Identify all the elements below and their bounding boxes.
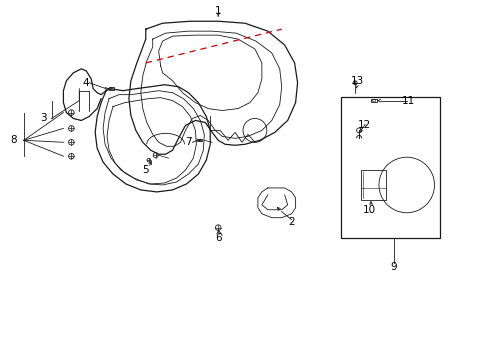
Text: 13: 13 <box>350 76 363 86</box>
Text: 4: 4 <box>83 78 89 88</box>
Text: 1: 1 <box>214 6 221 16</box>
Bar <box>370 99 376 102</box>
Text: 12: 12 <box>357 121 370 130</box>
Text: 2: 2 <box>288 217 294 227</box>
Text: 5: 5 <box>142 165 149 175</box>
Text: 8: 8 <box>10 135 17 145</box>
Bar <box>198 139 202 141</box>
Bar <box>341 96 440 238</box>
Text: 9: 9 <box>390 262 396 272</box>
Text: 11: 11 <box>401 96 414 105</box>
Bar <box>108 87 113 90</box>
Text: 7: 7 <box>185 137 191 147</box>
Text: 6: 6 <box>214 233 221 243</box>
Text: 3: 3 <box>40 113 47 123</box>
Text: 10: 10 <box>362 205 375 215</box>
Bar <box>360 170 385 200</box>
